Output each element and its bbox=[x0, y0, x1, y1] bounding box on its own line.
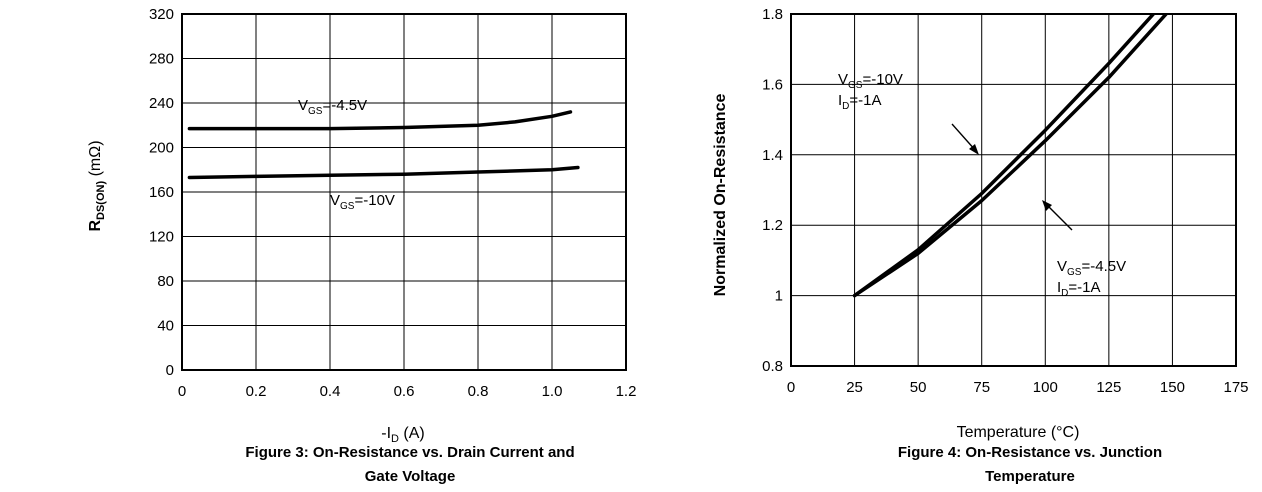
c2-series-line-2 bbox=[852, 14, 1169, 298]
c1-x-tick-label: 1.2 bbox=[616, 383, 637, 400]
c2-y-tick-label: 0.8 bbox=[762, 358, 783, 375]
chart-left-series bbox=[187, 110, 580, 180]
c2-x-tick-label: 175 bbox=[1223, 379, 1248, 396]
chart-right-caption-line2: Temperature bbox=[985, 468, 1075, 485]
chart-right-y-ticks: 0.8 1 1.2 1.4 1.6 1.8 bbox=[762, 6, 783, 375]
annot-rest: =-10V bbox=[354, 192, 394, 209]
chart-right-x-ticks: 0 25 50 75 100 125 150 175 bbox=[787, 379, 1249, 396]
c2-plot-frame bbox=[790, 13, 1237, 367]
c2-y-tick-label: 1.4 bbox=[762, 147, 783, 164]
chart-left-annotation-vgs10: VGS=-10V bbox=[330, 192, 395, 212]
chart-right-y-axis-label: Normalized On-Resistance bbox=[712, 94, 729, 297]
chart-right-grid bbox=[790, 13, 1237, 367]
c2-x-tick-label: 150 bbox=[1160, 379, 1185, 396]
c1-series-line-2 bbox=[187, 165, 580, 180]
c1-x-tick-label: 0.2 bbox=[246, 383, 267, 400]
c2-x-tick-label: 0 bbox=[787, 379, 795, 396]
c1-y-tick-label: 320 bbox=[149, 6, 174, 23]
c1-y-tick-label: 120 bbox=[149, 229, 174, 246]
chart-right-arrow-vgs10 bbox=[951, 123, 979, 155]
chart-left-caption-line1: Figure 3: On-Resistance vs. Drain Curren… bbox=[245, 444, 575, 461]
c1-x-tick-label: 0 bbox=[178, 383, 186, 400]
c1-y-tick-label: 0 bbox=[166, 362, 174, 379]
annot-main: V bbox=[330, 192, 340, 209]
chart-right-annotation-vgs10: VGS=-10V ID=-1A bbox=[838, 71, 907, 112]
c1-series-line-1 bbox=[187, 110, 573, 131]
chart-left-grid bbox=[181, 13, 627, 371]
chart-left-x-ticks: 0 0.2 0.4 0.6 0.8 1.0 1.2 bbox=[178, 383, 637, 400]
chart-right-annotation-vgs45: VGS=-4.5V ID=-1A bbox=[1057, 258, 1130, 299]
c1-x-tick-label: 0.4 bbox=[320, 383, 341, 400]
c2-y-tick-label: 1 bbox=[775, 288, 783, 305]
chart-left-x-axis-label: -ID (A) bbox=[381, 425, 425, 445]
c2-x-tick-label: 125 bbox=[1096, 379, 1121, 396]
c2-y-tick-label: 1.2 bbox=[762, 217, 783, 234]
chart-right-arrow-vgs45 bbox=[1042, 200, 1073, 231]
chart-left-annotation-vgs45: VGS=-4.5V bbox=[298, 97, 367, 117]
c2-y-tick-label: 1.6 bbox=[762, 76, 783, 93]
c2-x-tick-label: 75 bbox=[973, 379, 990, 396]
annot-rest: =-4.5V bbox=[322, 97, 367, 114]
chart-right-series bbox=[852, 14, 1169, 298]
annot-main: V bbox=[298, 97, 308, 114]
c1-y-tick-label: 160 bbox=[149, 184, 174, 201]
c1-x-tick-label: 0.6 bbox=[394, 383, 415, 400]
c2-x-tick-label: 25 bbox=[846, 379, 863, 396]
chart-left-y-ticks: 0 40 80 120 160 200 240 280 320 bbox=[149, 6, 174, 379]
chart-right: 0 25 50 75 100 125 150 175 0.8 1 1.2 1.4 1.6 1.8 VGS… bbox=[712, 6, 1249, 441]
annot-sub: GS bbox=[308, 106, 323, 117]
chart-left-caption-line2: Gate Voltage bbox=[364, 468, 456, 485]
c1-y-tick-label: 80 bbox=[157, 273, 174, 290]
c1-y-tick-label: 40 bbox=[157, 318, 174, 335]
c1-y-tick-label: 280 bbox=[149, 51, 174, 68]
chart-left: 0 0.2 0.4 0.6 0.8 1.0 1.2 0 40 80 120 160 200 240 280… bbox=[87, 6, 636, 445]
c1-x-tick-label: 1.0 bbox=[542, 383, 563, 400]
chart-right-x-axis-label: Temperature (°C) bbox=[957, 424, 1080, 441]
chart-right-caption-line1: Figure 4: On-Resistance vs. Junction bbox=[897, 444, 1163, 461]
c2-y-tick-label: 1.8 bbox=[762, 6, 783, 23]
c1-y-tick-label: 240 bbox=[149, 95, 174, 112]
c1-x-tick-label: 0.8 bbox=[468, 383, 489, 400]
c2-series-line-1 bbox=[852, 14, 1156, 298]
c2-x-tick-label: 50 bbox=[910, 379, 927, 396]
c2-x-tick-label: 100 bbox=[1033, 379, 1058, 396]
c1-y-tick-label: 200 bbox=[149, 140, 174, 157]
chart-left-y-axis-label: RDS(ON) (mΩ) bbox=[87, 140, 107, 231]
annot-sub: GS bbox=[340, 201, 355, 212]
